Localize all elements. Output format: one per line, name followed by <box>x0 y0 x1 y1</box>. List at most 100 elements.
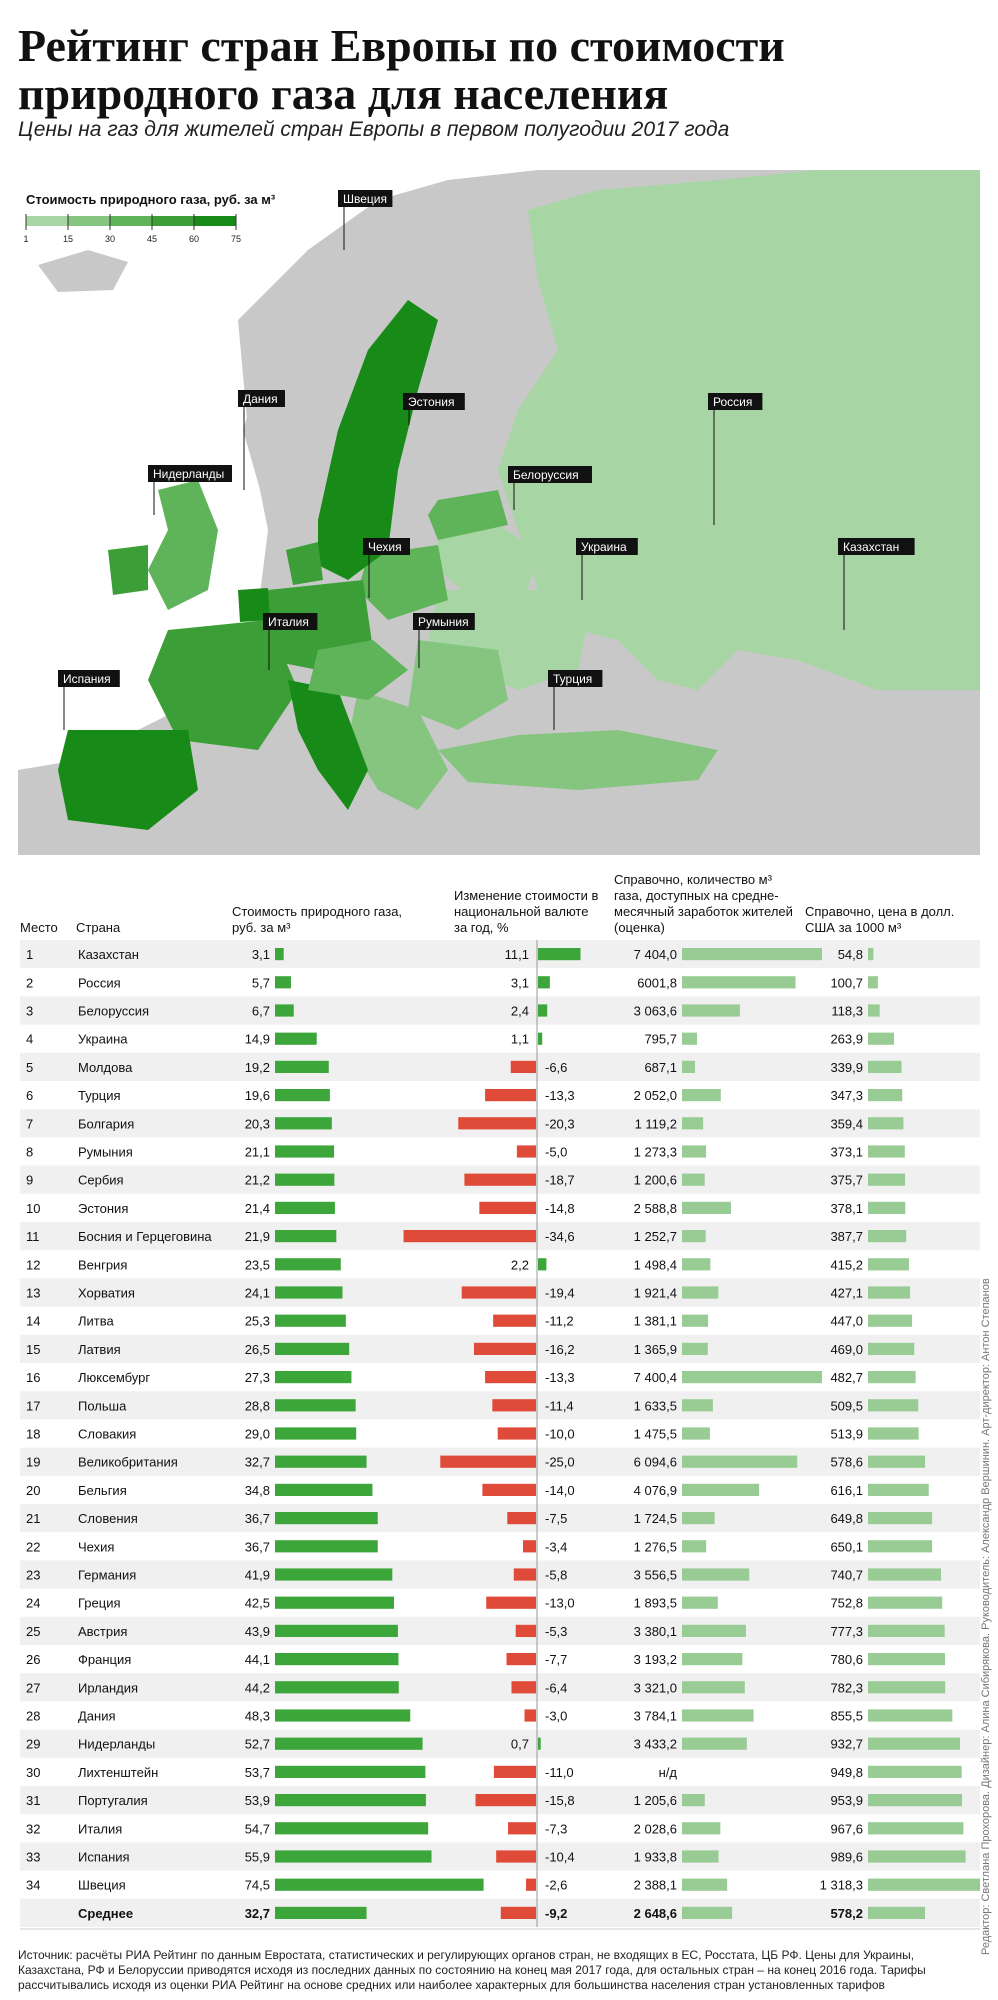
change-bar <box>508 1822 536 1835</box>
change-value: -34,6 <box>545 1229 575 1244</box>
country-cell: Латвия <box>78 1342 121 1357</box>
price-bar <box>275 1342 350 1355</box>
price-value: 25,3 <box>245 1314 270 1329</box>
legend-tick-label: 15 <box>63 234 73 244</box>
country-cell: Хорватия <box>78 1286 135 1301</box>
volume-value: 1 498,4 <box>634 1257 677 1272</box>
legend-tick-label: 45 <box>147 234 157 244</box>
country-cell: Великобритания <box>78 1455 178 1470</box>
map-label: Белоруссия <box>513 468 579 482</box>
turkey-region <box>438 730 718 790</box>
usd-value: 375,7 <box>830 1173 863 1188</box>
price-bar <box>275 1906 367 1919</box>
volume-bar <box>682 1145 707 1158</box>
change-bar <box>473 1342 536 1355</box>
volume-bar <box>682 1201 731 1214</box>
usd-bar <box>868 1201 906 1214</box>
usd-value: 509,5 <box>830 1398 863 1413</box>
map-label-box <box>263 613 318 630</box>
volume-value: 1 724,5 <box>634 1511 677 1526</box>
change-value: -10,0 <box>545 1427 575 1442</box>
change-bar <box>538 1258 547 1271</box>
price-value: 27,3 <box>245 1370 270 1385</box>
change-bar <box>482 1483 536 1496</box>
price-bar <box>275 1737 423 1750</box>
volume-value: 687,1 <box>644 1060 677 1075</box>
change-value: 0,7 <box>511 1737 529 1752</box>
usd-bar <box>868 1032 895 1045</box>
change-bar <box>500 1906 536 1919</box>
usd-bar <box>868 1145 905 1158</box>
volume-bar <box>682 1173 705 1186</box>
usd-bar <box>868 1906 926 1919</box>
place-cell: 16 <box>26 1370 40 1385</box>
price-value: 74,5 <box>245 1878 270 1893</box>
price-value: 42,5 <box>245 1596 270 1611</box>
volume-bar <box>682 1230 706 1243</box>
change-bar <box>507 1512 536 1525</box>
price-bar <box>275 1483 373 1496</box>
place-cell: 18 <box>26 1427 40 1442</box>
place-cell: 29 <box>26 1737 40 1752</box>
change-value: -11,4 <box>545 1398 574 1413</box>
change-value: 11,1 <box>505 947 529 962</box>
change-bar <box>510 1060 536 1073</box>
usd-value: 578,2 <box>830 1906 863 1921</box>
place-cell: 33 <box>26 1850 40 1865</box>
price-value: 14,9 <box>245 1032 270 1047</box>
row-stripe <box>20 1898 980 1927</box>
russia-region <box>498 170 980 690</box>
place-cell: 7 <box>26 1116 33 1131</box>
price-bar <box>275 1032 317 1045</box>
volume-value: 1 381,1 <box>634 1314 677 1329</box>
usd-value: 855,5 <box>830 1709 863 1724</box>
change-bar <box>538 1004 548 1017</box>
row-stripe <box>20 1673 980 1702</box>
volume-value: 1 921,4 <box>634 1286 677 1301</box>
usd-bar <box>868 1653 945 1666</box>
change-bar <box>538 1032 543 1045</box>
map-label-box <box>58 670 120 687</box>
country-cell: Румыния <box>78 1145 133 1160</box>
volume-value: 1 365,9 <box>634 1342 677 1357</box>
country-cell: Турция <box>78 1088 121 1103</box>
map-label-box <box>363 538 410 555</box>
usd-value: 427,1 <box>830 1286 863 1301</box>
change-bar <box>479 1201 536 1214</box>
price-bar <box>275 1709 411 1722</box>
map-labels: Швеция Дания Нидерланды Эстония Россия Белору… <box>58 190 915 730</box>
map-label: Чехия <box>368 540 402 554</box>
usd-value: 263,9 <box>830 1032 863 1047</box>
credits: Редактор: Светлана Прохорова. Дизайнер: … <box>980 1278 992 1955</box>
price-bar <box>275 1258 341 1271</box>
price-bar <box>275 1794 426 1807</box>
country-cell: Польша <box>78 1398 127 1413</box>
volume-value: 4 076,9 <box>634 1483 677 1498</box>
map-label: Турция <box>553 672 592 686</box>
usd-value: 578,6 <box>830 1455 863 1470</box>
price-value: 26,5 <box>245 1342 270 1357</box>
usd-value: 359,4 <box>830 1116 863 1131</box>
row-stripe <box>20 1560 980 1589</box>
usd-bar <box>868 1681 946 1694</box>
change-bar <box>506 1653 536 1666</box>
volume-bar <box>682 1596 718 1609</box>
usd-value: 469,0 <box>830 1342 863 1357</box>
price-value: 36,7 <box>245 1511 270 1526</box>
price-value: 53,9 <box>245 1793 270 1808</box>
source-note: Источник: расчёты РИА Рейтинг по данным … <box>18 1948 926 1992</box>
change-value: 2,2 <box>511 1257 529 1272</box>
change-value: -15,8 <box>545 1793 575 1808</box>
ireland-region <box>108 545 148 595</box>
place-cell: 23 <box>26 1568 40 1583</box>
price-value: 19,2 <box>245 1060 270 1075</box>
poland-region <box>358 545 448 620</box>
country-cell: Греция <box>78 1596 121 1611</box>
change-bar <box>485 1089 536 1102</box>
place-cell: 26 <box>26 1652 40 1667</box>
change-value: -2,6 <box>545 1878 567 1893</box>
price-value: 21,2 <box>245 1173 270 1188</box>
change-value: -11,0 <box>545 1765 574 1780</box>
change-value: -3,4 <box>545 1539 567 1554</box>
north-africa <box>58 770 980 855</box>
